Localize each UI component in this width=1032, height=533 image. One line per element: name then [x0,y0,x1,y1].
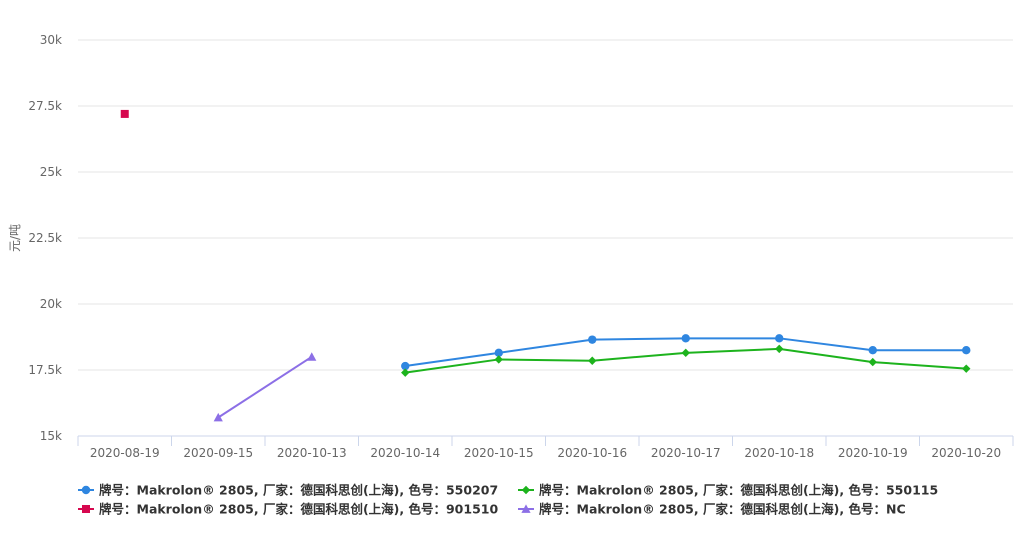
data-point [120,109,129,118]
grid-layer [78,39,1013,371]
series-4 [213,352,317,422]
legend: 牌号：Makrolon® 2805, 厂家：德国科思创(上海), 色号：5502… [78,483,938,517]
data-point [307,352,317,361]
y-tick-label: 30k [40,33,62,47]
legend-symbol [81,485,91,495]
x-tick-label: 2020-10-19 [838,446,908,460]
series-1 [401,334,971,371]
data-point [401,361,410,371]
data-point [494,348,503,358]
y-axis-title: 元/吨 [8,224,22,252]
data-point [962,346,971,355]
data-point [775,334,784,343]
legend-label: 牌号：Makrolon® 2805, 厂家：德国科思创(上海), 色号：NC [539,502,906,517]
data-point [588,356,597,365]
legend-item-1[interactable]: 牌号：Makrolon® 2805, 厂家：德国科思创(上海), 色号：5502… [78,483,498,498]
x-tick-label: 2020-08-19 [90,446,160,460]
x-tick-label: 2020-09-15 [183,446,253,460]
data-point [775,344,784,354]
x-tick-label: 2020-10-14 [370,446,440,460]
legend-symbol [82,505,90,513]
x-tick-label: 2020-10-15 [464,446,534,460]
data-point [213,412,223,422]
x-tick-label: 2020-10-16 [557,446,627,460]
data-point [494,355,503,364]
data-point [681,334,690,343]
data-point [962,364,971,373]
data-point [681,348,690,358]
y-tick-label: 22.5k [28,231,62,245]
y-tick-label: 20k [40,297,62,311]
x-tick-label: 2020-10-20 [931,446,1001,460]
data-point [868,357,877,367]
legend-label: 牌号：Makrolon® 2805, 厂家：德国科思创(上海), 色号：5501… [539,483,938,498]
series-line [217,355,313,419]
y-tick-label: 25k [40,165,62,179]
x-tick-label: 2020-10-17 [651,446,721,460]
legend-item-3[interactable]: 牌号：Makrolon® 2805, 厂家：德国科思创(上海), 色号：9015… [78,502,498,517]
series-3 [120,109,129,118]
y-tick-label: 17.5k [28,363,62,377]
y-tick-label: 27.5k [28,99,62,113]
legend-symbol [521,485,531,495]
legend-symbol [521,504,531,513]
legend-item-4[interactable]: 牌号：Makrolon® 2805, 厂家：德国科思创(上海), 色号：NC [518,502,906,517]
y-tick-label: 15k [40,429,62,443]
axis-layer: 15k 17.5k 20k 22.5k 25k 27.5k 30k 2020-08-19 202… [28,33,1014,460]
series-2 [401,344,971,377]
x-tick-label: 2020-10-18 [744,446,814,460]
data-point [868,346,877,355]
x-tick-label: 2020-10-13 [277,446,347,460]
series-layer [120,109,971,422]
legend-label: 牌号：Makrolon® 2805, 厂家：德国科思创(上海), 色号：9015… [99,502,498,517]
legend-label: 牌号：Makrolon® 2805, 厂家：德国科思创(上海), 色号：5502… [99,483,498,498]
legend-item-2[interactable]: 牌号：Makrolon® 2805, 厂家：德国科思创(上海), 色号：5501… [518,483,938,498]
data-point [401,368,410,377]
data-point [588,335,597,344]
